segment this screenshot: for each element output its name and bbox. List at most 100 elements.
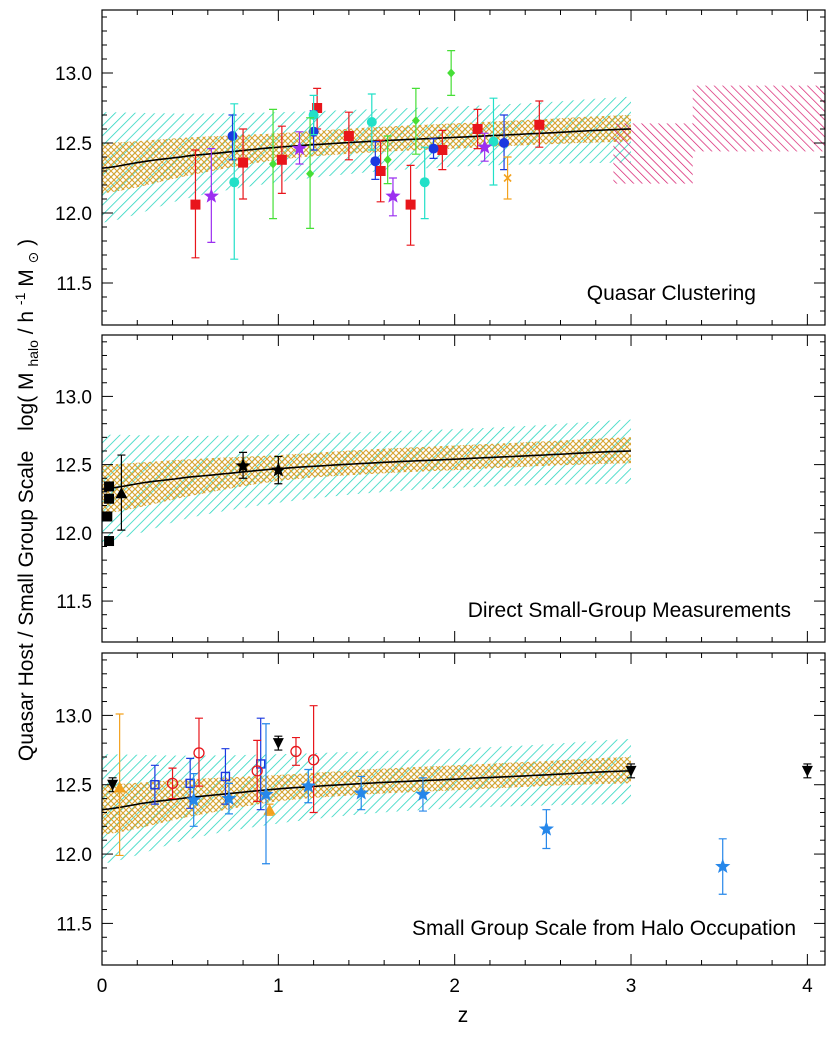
data-point — [715, 858, 731, 874]
data-point — [366, 117, 377, 127]
y-tick-label: 12.0 — [55, 524, 92, 545]
panel-label: Quasar Clustering — [587, 282, 756, 305]
data-point — [166, 777, 179, 789]
data-point — [307, 754, 320, 766]
data-point — [419, 177, 430, 188]
data-point — [383, 155, 392, 165]
data-point — [411, 116, 420, 126]
data-point — [104, 536, 115, 547]
error-bar — [291, 736, 300, 766]
data-point — [104, 493, 115, 504]
data-point — [190, 199, 201, 210]
y-axis-title-halo-sub: halo — [25, 340, 41, 367]
data-point — [306, 169, 315, 179]
data-point — [477, 139, 493, 154]
magenta-constraint-box — [613, 123, 693, 184]
data-point — [251, 765, 263, 777]
x-tick-label: 0 — [97, 976, 108, 997]
data-point — [499, 138, 510, 148]
x-tick-label: 4 — [802, 976, 813, 997]
data-point — [221, 790, 237, 806]
data-point — [801, 765, 813, 777]
data-point — [343, 131, 354, 141]
model-curve — [102, 450, 632, 490]
y-axis-title-sun-sub: ⊙ — [25, 252, 41, 264]
y-axis-title-mid: / h — [15, 311, 38, 334]
data-point — [370, 156, 381, 167]
y-tick-label: 12.5 — [55, 134, 92, 155]
plot-area — [102, 419, 632, 547]
magenta-constraint-box — [692, 85, 825, 152]
y-tick-label: 12.5 — [55, 776, 92, 797]
data-series-black-star — [235, 451, 286, 485]
error-bar — [309, 705, 318, 814]
data-point — [428, 143, 439, 154]
data-point — [447, 68, 456, 78]
y-tick-label: 11.5 — [56, 592, 92, 613]
data-point — [272, 738, 284, 750]
data-point — [235, 457, 251, 473]
data-point — [220, 771, 231, 782]
svg-text:Quasar Host / Small Group Scal: Quasar Host / Small Group Scale log( M h… — [7, 239, 43, 761]
data-point — [405, 199, 416, 210]
data-point — [115, 487, 128, 499]
data-point — [258, 786, 274, 801]
data-point — [150, 780, 160, 790]
y-tick-label: 13.0 — [55, 706, 92, 727]
y-tick-label: 11.5 — [56, 274, 92, 295]
y-tick-label: 12.0 — [55, 204, 92, 225]
x-tick-label: 1 — [273, 976, 284, 997]
data-point — [353, 785, 369, 800]
data-point — [102, 511, 113, 522]
data-point — [625, 765, 637, 777]
data-series-red-open-circle — [166, 705, 320, 814]
data-point — [269, 159, 278, 169]
y-axis-title-main: Quasar Host / Small Group Scale — [15, 451, 38, 761]
y-axis-title-sup: -1 — [12, 292, 28, 305]
data-point — [113, 781, 126, 793]
data-point — [291, 140, 308, 156]
y-tick-label: 12.5 — [55, 456, 92, 477]
panel-frame — [101, 334, 826, 643]
data-series-skyblue-star — [186, 723, 731, 895]
model-curve — [102, 128, 632, 169]
data-point — [488, 136, 499, 147]
data-point — [104, 481, 115, 492]
data-point — [300, 778, 316, 793]
data-series-purple-star — [203, 131, 493, 243]
data-point — [312, 103, 323, 113]
y-tick-label: 12.0 — [55, 845, 92, 866]
data-point — [229, 177, 240, 188]
data-series-black-square — [102, 481, 115, 547]
data-point — [238, 157, 249, 168]
data-point — [193, 747, 205, 759]
panel-frame — [101, 652, 826, 966]
data-point — [385, 188, 401, 203]
panel-label: Small Group Scale from Halo Occupation — [412, 917, 796, 940]
data-point — [538, 821, 554, 836]
x-axis-title: z — [458, 1004, 469, 1027]
data-point — [534, 119, 545, 130]
error-bar — [253, 739, 262, 802]
plot-area — [102, 50, 825, 260]
panel-label: Direct Small-Group Measurements — [468, 599, 791, 622]
y-tick-label: 11.5 — [56, 914, 92, 935]
y-tick-label: 13.0 — [55, 64, 92, 85]
data-point — [437, 145, 448, 155]
data-point — [276, 154, 287, 165]
data-series-black-triangle — [115, 454, 128, 531]
x-tick-label: 3 — [626, 976, 637, 997]
y-axis-title-close: ) — [15, 239, 38, 246]
y-axis-title-log: log( M — [15, 372, 38, 430]
data-series-orange-cross — [503, 156, 512, 200]
error-bar — [168, 767, 177, 800]
panel-frame — [101, 9, 826, 326]
panel-direct-small-group: 11.5 12.0 12.5 13.0 Direct Small-Group Measu… — [55, 334, 826, 643]
error-bar — [194, 717, 203, 787]
panel-halo-occupation: 11.5 12.0 12.5 13.0 0 1 2 3 4 Small Group Scale f… — [55, 652, 826, 997]
panel-quasar-clustering: 11.5 12.0 12.5 13.0 Quasar Clustering — [55, 9, 826, 326]
data-point — [290, 745, 302, 758]
y-axis-title: Quasar Host / Small Group Scale log( M h… — [7, 239, 43, 761]
data-point — [203, 188, 219, 203]
